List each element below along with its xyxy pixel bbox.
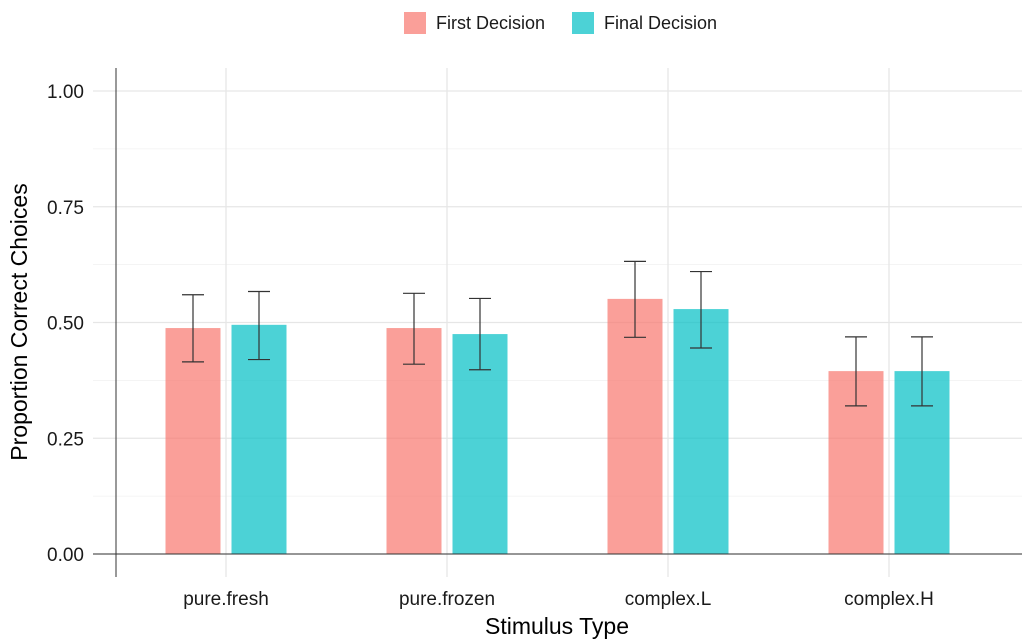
legend: First Decision Final Decision — [404, 12, 717, 34]
bar-final-decision-pure-fresh — [231, 324, 287, 554]
bar-first-decision-pure-fresh — [165, 328, 221, 554]
legend-swatch-final-decision — [572, 12, 594, 34]
x-tick-label: pure.fresh — [183, 589, 269, 610]
legend-swatch-first-decision — [404, 12, 426, 34]
axes — [93, 68, 1022, 577]
bar-final-decision-complex-L — [673, 309, 729, 554]
x-tick-labels: pure.fresh pure.frozen complex.L complex.H — [183, 589, 934, 610]
y-tick-label: 0.25 — [47, 429, 84, 450]
legend-label-final-decision: Final Decision — [604, 13, 717, 33]
x-tick-label: complex.H — [844, 589, 934, 610]
x-axis-title: Stimulus Type — [485, 613, 629, 639]
y-tick-label: 0.75 — [47, 198, 84, 219]
bar-first-decision-complex-L — [607, 298, 663, 554]
x-tick-label: pure.frozen — [399, 589, 495, 610]
y-tick-label: 1.00 — [47, 82, 84, 103]
y-tick-label: 0.50 — [47, 314, 84, 335]
y-tick-labels: 0.00 0.25 0.50 0.75 1.00 — [47, 82, 84, 566]
bars — [165, 298, 950, 554]
legend-label-first-decision: First Decision — [436, 13, 545, 33]
error-bars — [182, 260, 933, 407]
y-axis-title: Proportion Correct Choices — [6, 183, 32, 460]
y-tick-label: 0.00 — [47, 545, 84, 566]
bar-first-decision-pure-frozen — [386, 328, 442, 554]
x-tick-label: complex.L — [625, 589, 712, 610]
bar-final-decision-pure-frozen — [452, 334, 508, 554]
